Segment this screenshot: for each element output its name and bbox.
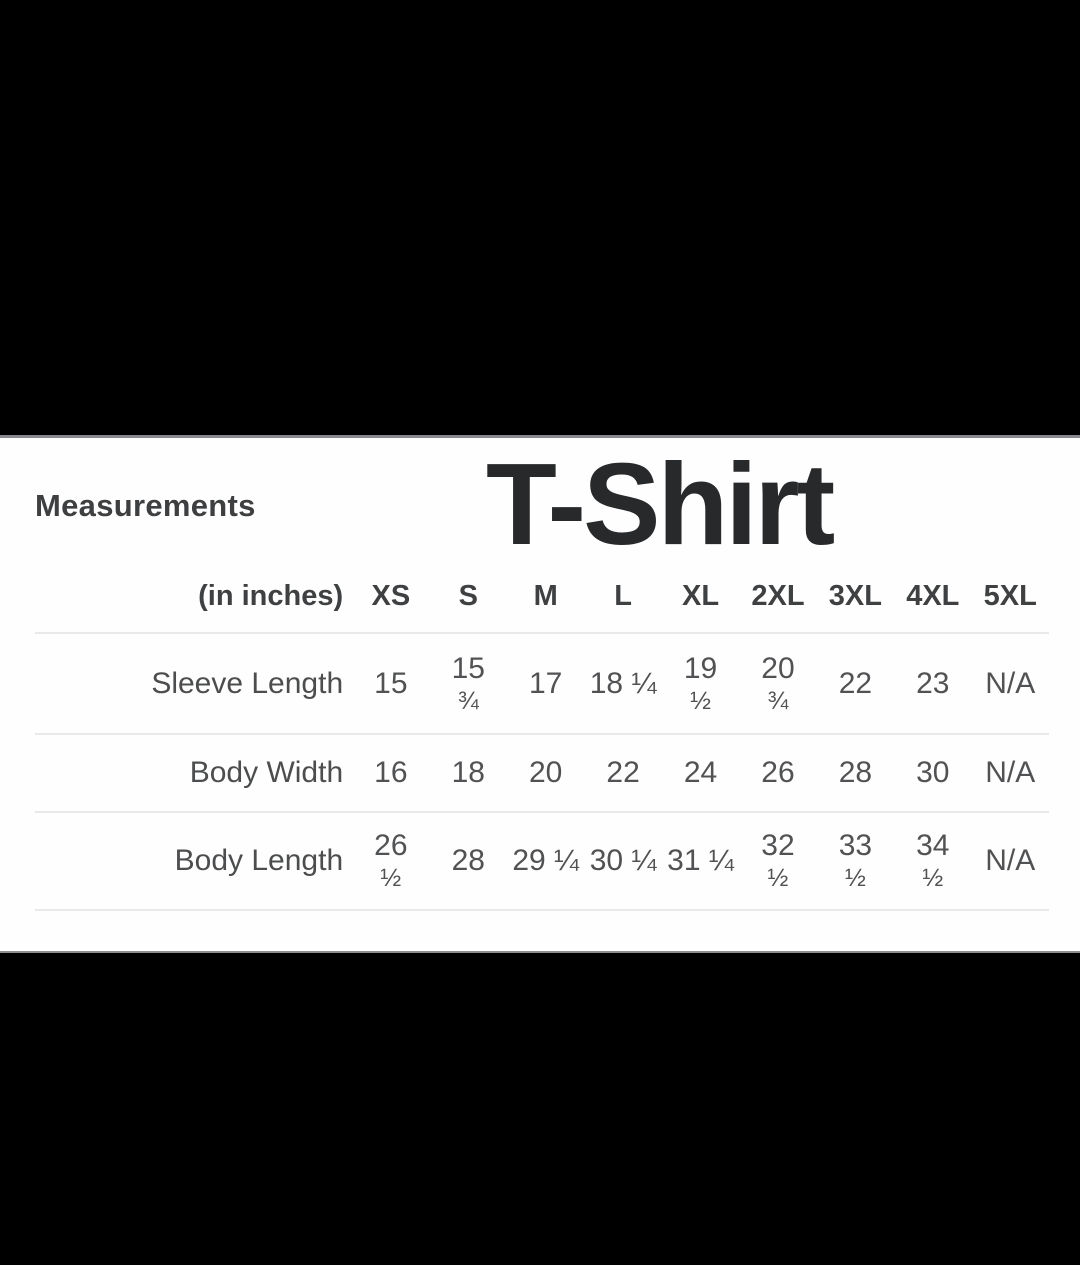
column-header-m: M — [533, 579, 558, 612]
sleeve-length-m-cell: 17 — [507, 633, 584, 734]
cell-value: 16 — [374, 756, 408, 789]
sleeve-length-l-cell: 18 ¼ — [584, 633, 661, 734]
sleeve-length-xl-cell: 19 ½ — [662, 633, 739, 734]
body-length-row: Body Length 26 ½ 28 29 ¼ 30 ¼ 31 ¼ 32 ½ 33… — [35, 812, 1049, 910]
cell-value: 20 — [761, 651, 795, 685]
body-length-m-cell: 29 ¼ — [507, 812, 584, 910]
body-width-row-label: Body Width — [189, 756, 344, 789]
sleeve-length-row: Sleeve Length 15 15 ¾ 17 18 ¼ 19 ½ 20 ¾ 22 … — [35, 633, 1049, 734]
size-table: (in inches) XS S M L XL 2XL 3XL 4XL 5XL … — [35, 560, 1049, 911]
body-length-xl-cell: 31 ¼ — [662, 812, 739, 910]
cell-value: 34 — [916, 829, 950, 862]
cell-value: 26 — [761, 756, 795, 789]
cell-value: 15 — [374, 666, 408, 700]
cell-value: 26 — [374, 829, 408, 862]
body-length-row-label: Body Length — [174, 844, 344, 877]
cell-value: 29 ¼ — [512, 844, 580, 877]
cell-value: 32 — [761, 829, 795, 862]
cell-value: 18 — [451, 756, 485, 789]
cell-fraction: ½ — [380, 864, 402, 892]
cell-fraction: ½ — [767, 864, 789, 892]
body-length-xs-cell: 26 ½ — [352, 812, 429, 910]
body-width-s-cell: 18 — [430, 734, 507, 812]
cell-value: 33 — [838, 829, 873, 862]
column-header-5xl: 5XL — [983, 579, 1037, 612]
column-header-2xl: 2XL — [751, 579, 805, 612]
body-width-4xl-cell: 30 — [894, 734, 971, 812]
body-width-5xl-cell: N/A — [972, 734, 1049, 812]
body-width-xl-cell: 24 — [662, 734, 739, 812]
body-width-row: Body Width 16 18 20 22 24 26 28 30 N/A — [35, 734, 1049, 812]
cell-value: 28 — [838, 756, 873, 789]
cell-fraction: ½ — [922, 864, 944, 892]
size-table-header-row: (in inches) XS S M L XL 2XL 3XL 4XL 5XL — [35, 560, 1049, 633]
page-title: T-Shirt — [486, 439, 835, 569]
units-label: (in inches) — [198, 579, 344, 612]
body-length-4xl-cell: 34 ½ — [894, 812, 971, 910]
cell-value: 17 — [529, 666, 563, 700]
column-header-xs: XS — [371, 579, 411, 612]
bottom-black-bar — [0, 953, 1080, 1265]
column-header-l: L — [614, 579, 632, 612]
cell-value: N/A — [985, 844, 1036, 877]
cell-value: N/A — [985, 666, 1036, 700]
top-black-bar — [0, 0, 1080, 435]
cell-value: 20 — [529, 756, 563, 789]
body-length-5xl-cell: N/A — [972, 812, 1049, 910]
cell-fraction: ¾ — [767, 686, 789, 715]
cell-value: 28 — [451, 844, 485, 877]
cell-fraction: ½ — [690, 686, 711, 715]
cell-value: 18 ¼ — [589, 666, 657, 700]
body-length-2xl-cell: 32 ½ — [739, 812, 816, 910]
sleeve-length-xs-cell: 15 — [352, 633, 429, 734]
cell-value: 30 ¼ — [589, 844, 657, 877]
cell-value: 30 — [916, 756, 950, 789]
sleeve-length-5xl-cell: N/A — [972, 633, 1049, 734]
column-header-xl: XL — [682, 579, 720, 612]
sleeve-length-3xl-cell: 22 — [817, 633, 894, 734]
cell-value: 15 — [451, 651, 485, 685]
cell-value: 22 — [838, 666, 873, 700]
cell-fraction: ½ — [844, 864, 866, 892]
body-width-l-cell: 22 — [584, 734, 661, 812]
column-header-s: S — [458, 579, 478, 612]
cell-value: N/A — [985, 756, 1036, 789]
cell-value: 19 — [683, 651, 718, 685]
cell-value: 22 — [606, 756, 640, 789]
column-header-3xl: 3XL — [828, 579, 882, 612]
column-header-4xl: 4XL — [906, 579, 960, 612]
measurements-heading: Measurements — [35, 488, 256, 523]
cell-value: 31 ¼ — [667, 844, 734, 877]
cell-value: 24 — [683, 756, 718, 789]
body-width-2xl-cell: 26 — [739, 734, 816, 812]
sleeve-length-row-label: Sleeve Length — [151, 666, 344, 700]
sleeve-length-4xl-cell: 23 — [894, 633, 971, 734]
body-length-s-cell: 28 — [430, 812, 507, 910]
body-length-l-cell: 30 ¼ — [584, 812, 661, 910]
body-width-3xl-cell: 28 — [817, 734, 894, 812]
sleeve-length-s-cell: 15 ¾ — [430, 633, 507, 734]
body-width-m-cell: 20 — [507, 734, 584, 812]
sleeve-length-2xl-cell: 20 ¾ — [739, 633, 816, 734]
size-chart-card: Measurements T-Shirt (in inches) XS S M … — [0, 435, 1080, 953]
body-length-3xl-cell: 33 ½ — [817, 812, 894, 910]
cell-value: 23 — [916, 666, 950, 700]
cell-fraction: ¾ — [457, 686, 479, 715]
body-width-xs-cell: 16 — [352, 734, 429, 812]
